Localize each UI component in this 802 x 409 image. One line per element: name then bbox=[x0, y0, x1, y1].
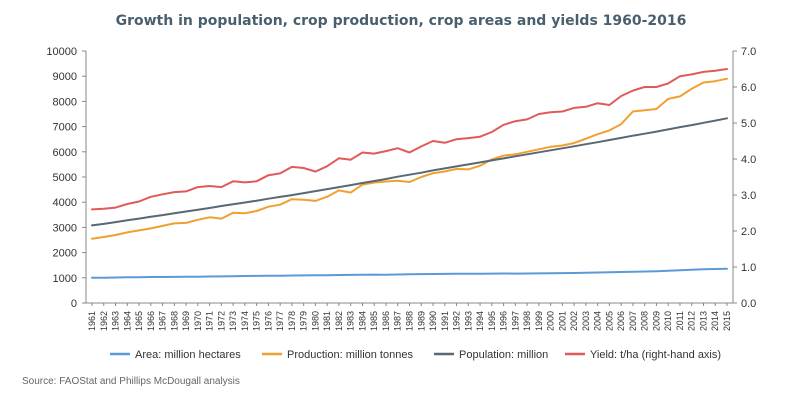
x-tick-label: 1977 bbox=[275, 311, 285, 331]
x-tick-label: 2009 bbox=[651, 311, 661, 331]
y-right-tick-label: 7.0 bbox=[741, 46, 756, 58]
y-left-tick-label: 0 bbox=[71, 298, 77, 310]
y-left-tick-label: 1000 bbox=[53, 273, 77, 285]
x-tick-label: 2013 bbox=[698, 311, 708, 331]
x-tick-label: 2007 bbox=[628, 311, 638, 331]
x-tick-label: 2003 bbox=[581, 311, 591, 331]
x-tick-label: 1979 bbox=[299, 311, 309, 331]
y-left-tick-label: 10000 bbox=[46, 46, 77, 58]
x-tick-label: 2000 bbox=[546, 311, 556, 331]
x-tick-label: 1995 bbox=[487, 311, 497, 331]
x-tick-label: 1968 bbox=[169, 311, 179, 331]
x-tick-label: 1961 bbox=[87, 311, 97, 331]
x-tick-label: 1996 bbox=[499, 311, 509, 331]
x-tick-label: 1994 bbox=[475, 311, 485, 331]
x-tick-label: 1989 bbox=[416, 311, 426, 331]
legend-label: Area: million hectares bbox=[135, 349, 241, 361]
x-tick-label: 1981 bbox=[322, 311, 332, 331]
x-tick-label: 1963 bbox=[111, 311, 121, 331]
series-line-yield bbox=[91, 68, 728, 211]
x-tick-label: 1970 bbox=[193, 311, 203, 331]
legend-label: Population: million bbox=[459, 349, 548, 361]
y-left-tick-label: 9000 bbox=[53, 71, 77, 83]
x-tick-label: 2001 bbox=[557, 311, 567, 331]
plot-area: 0 1000 2000 3000 4000 5000 6000 7000 8000 9000 100… bbox=[46, 46, 756, 331]
x-tick-label: 1969 bbox=[181, 311, 191, 331]
y-left-tick-label: 7000 bbox=[53, 122, 77, 134]
x-tick-label: 1999 bbox=[534, 311, 544, 331]
series-line-area bbox=[91, 267, 728, 279]
legend-label: Production: million tonnes bbox=[287, 349, 413, 361]
x-tick-label: 1978 bbox=[287, 311, 297, 331]
x-tick-label: 2012 bbox=[687, 311, 697, 331]
x-tick-label: 1976 bbox=[263, 311, 273, 331]
y-right-tick-label: 1.0 bbox=[741, 262, 756, 274]
y-left-tick-label: 5000 bbox=[53, 172, 77, 184]
x-tick-label: 1990 bbox=[428, 311, 438, 331]
series-line-production bbox=[91, 77, 728, 240]
x-tick-label: 1988 bbox=[405, 311, 415, 331]
x-tick-label: 1987 bbox=[393, 311, 403, 331]
x-tick-label: 2004 bbox=[593, 311, 603, 331]
x-tick-label: 1992 bbox=[452, 311, 462, 331]
x-tick-label: 1998 bbox=[522, 311, 532, 331]
x-tick-label: 1984 bbox=[357, 311, 367, 331]
x-tick-label: 2006 bbox=[616, 311, 626, 331]
x-tick-label: 1997 bbox=[510, 311, 520, 331]
x-tick-label: 1967 bbox=[158, 311, 168, 331]
x-tick-label: 1986 bbox=[381, 311, 391, 331]
x-tick-label: 1974 bbox=[240, 311, 250, 331]
x-tick-label: 1991 bbox=[440, 311, 450, 331]
x-tick-label: 1962 bbox=[99, 311, 109, 331]
y-right-tick-label: 4.0 bbox=[741, 154, 756, 166]
x-tick-label: 2015 bbox=[722, 311, 732, 331]
x-tick-label: 1964 bbox=[122, 311, 132, 331]
x-tick-label: 1982 bbox=[334, 311, 344, 331]
x-tick-label: 2010 bbox=[663, 311, 673, 331]
y-left-tick-label: 6000 bbox=[53, 147, 77, 159]
legend-label: Yield: t/ha (right-hand axis) bbox=[590, 349, 721, 361]
legend: Area: million hectares Production: millio… bbox=[110, 349, 721, 361]
x-tick-label: 1966 bbox=[146, 311, 156, 331]
x-tick-label: 1971 bbox=[205, 311, 215, 331]
y-left-tick-label: 8000 bbox=[53, 96, 77, 108]
chart-title: Growth in population, crop production, c… bbox=[116, 13, 687, 29]
x-tick-label: 2002 bbox=[569, 311, 579, 331]
x-tick-label: 1985 bbox=[369, 311, 379, 331]
y-right-tick-label: 2.0 bbox=[741, 226, 756, 238]
source-note: Source: FAOStat and Phillips McDougall a… bbox=[22, 376, 240, 387]
x-tick-label: 2014 bbox=[710, 311, 720, 331]
y-right-tick-label: 0.0 bbox=[741, 298, 756, 310]
series-line-population bbox=[91, 117, 728, 227]
y-left-tick-label: 2000 bbox=[53, 248, 77, 260]
y-left-tick-label: 3000 bbox=[53, 222, 77, 234]
y-left-tick-label: 4000 bbox=[53, 197, 77, 209]
x-tick-label: 1980 bbox=[310, 311, 320, 331]
x-tick-label: 1983 bbox=[346, 311, 356, 331]
y-right-tick-label: 5.0 bbox=[741, 118, 756, 130]
x-tick-label: 2008 bbox=[640, 311, 650, 331]
x-tick-label: 1975 bbox=[252, 311, 262, 331]
x-tick-label: 1973 bbox=[228, 311, 238, 331]
x-tick-label: 1972 bbox=[216, 311, 226, 331]
x-tick-label: 1965 bbox=[134, 311, 144, 331]
x-tick-label: 2011 bbox=[675, 311, 685, 330]
y-right-tick-label: 6.0 bbox=[741, 82, 756, 94]
x-tick-label: 2005 bbox=[604, 311, 614, 331]
x-tick-label: 1993 bbox=[463, 311, 473, 331]
y-right-tick-label: 3.0 bbox=[741, 190, 756, 202]
